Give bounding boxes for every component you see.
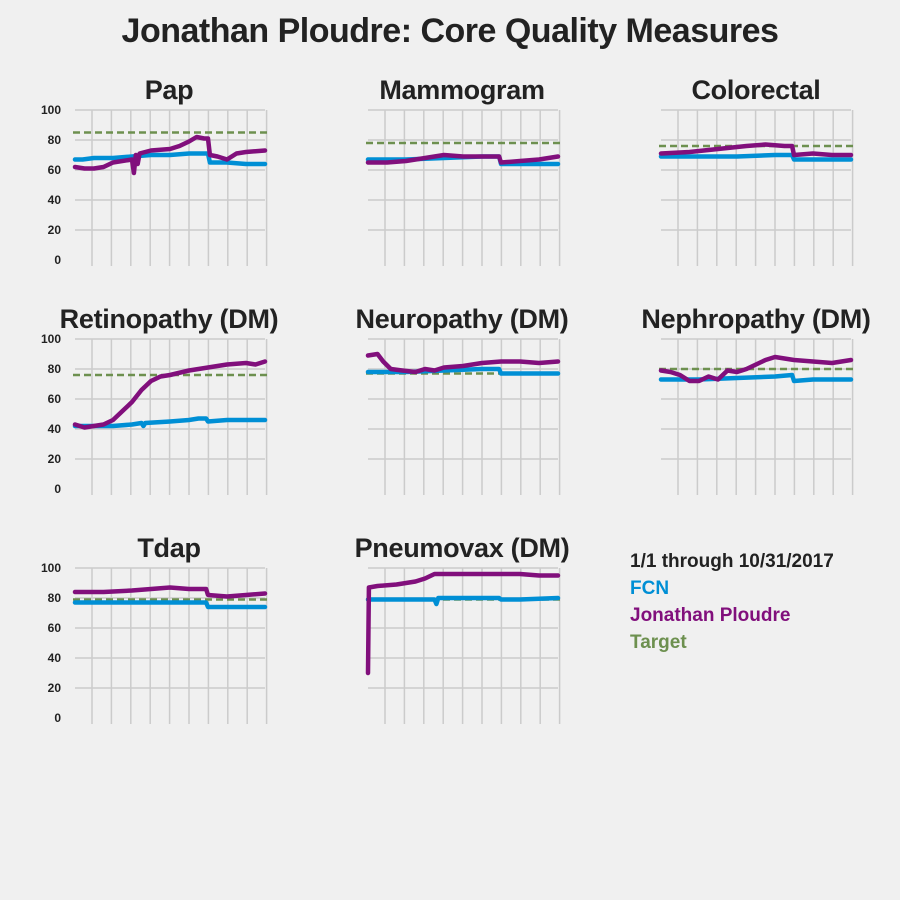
chart-nephropathy-dm: Nephropathy (DM) — [641, 304, 871, 495]
series-line-jonathan-ploudre — [658, 142, 854, 158]
y-tick-label: 60 — [48, 392, 62, 406]
chart-title-neuropathy-dm: Neuropathy (DM) — [356, 304, 569, 334]
y-tick-label: 20 — [48, 452, 62, 466]
y-tick-label: 80 — [48, 362, 62, 376]
y-tick-label: 80 — [48, 133, 62, 147]
page-title: Jonathan Ploudre: Core Quality Measures — [121, 12, 779, 50]
series-line-jonathan-ploudre — [72, 585, 268, 599]
series-line-fcn — [658, 152, 854, 162]
series-line-jonathan-ploudre — [365, 351, 561, 375]
chart-mammogram: Mammogram — [365, 75, 561, 266]
y-tick-label: 40 — [48, 651, 62, 665]
y-tick-label: 20 — [48, 681, 62, 695]
y-tick-label: 60 — [48, 621, 62, 635]
y-tick-label: 100 — [41, 103, 61, 117]
chart-neuropathy-dm: Neuropathy (DM) — [356, 304, 569, 495]
chart-title-tdap: Tdap — [137, 533, 200, 563]
series-line-fcn — [365, 595, 561, 607]
legend-item-jonathan-ploudre: Jonathan Ploudre — [630, 605, 791, 626]
series-line-jonathan-ploudre — [72, 359, 268, 430]
legend-period: 1/1 through 10/31/2017 — [630, 551, 834, 572]
chart-pneumovax-dm: Pneumovax (DM) — [355, 533, 570, 724]
y-tick-label: 60 — [48, 163, 62, 177]
y-tick-label: 80 — [48, 591, 62, 605]
y-tick-label: 100 — [41, 332, 61, 346]
series-line-fcn — [72, 416, 268, 429]
series-line-fcn — [72, 151, 268, 167]
legend-item-target: Target — [630, 632, 687, 653]
chart-title-nephropathy-dm: Nephropathy (DM) — [641, 304, 870, 334]
chart-colorectal: Colorectal — [658, 75, 854, 266]
series-line-jonathan-ploudre — [72, 134, 268, 176]
legend: 1/1 through 10/31/2017 FCN Jonathan Plou… — [630, 548, 834, 656]
chart-title-pap: Pap — [145, 75, 194, 105]
series-line-jonathan-ploudre — [365, 152, 561, 165]
series-line-jonathan-ploudre — [658, 354, 854, 384]
chart-title-retinopathy-dm: Retinopathy (DM) — [60, 304, 279, 334]
chart-title-pneumovax-dm: Pneumovax (DM) — [355, 533, 570, 563]
series-line-fcn — [72, 600, 268, 610]
chart-tdap: Tdap 0 20 40 60 80 100 — [41, 533, 268, 725]
legend-item-fcn: FCN — [630, 578, 670, 599]
y-tick-label: 0 — [54, 482, 61, 496]
series-line-jonathan-ploudre — [365, 571, 561, 676]
y-tick-label: 40 — [48, 193, 62, 207]
y-tick-label: 20 — [48, 223, 62, 237]
y-tick-label: 0 — [54, 711, 61, 725]
chart-pap: Pap 0 20 40 60 80 100 — [41, 75, 268, 267]
y-tick-label: 100 — [41, 561, 61, 575]
chart-title-colorectal: Colorectal — [691, 75, 820, 105]
chart-title-mammogram: Mammogram — [379, 75, 544, 105]
chart-retinopathy-dm: Retinopathy (DM) 0 20 40 60 80 100 — [41, 304, 279, 496]
y-tick-label: 40 — [48, 422, 62, 436]
y-tick-label: 0 — [54, 253, 61, 267]
